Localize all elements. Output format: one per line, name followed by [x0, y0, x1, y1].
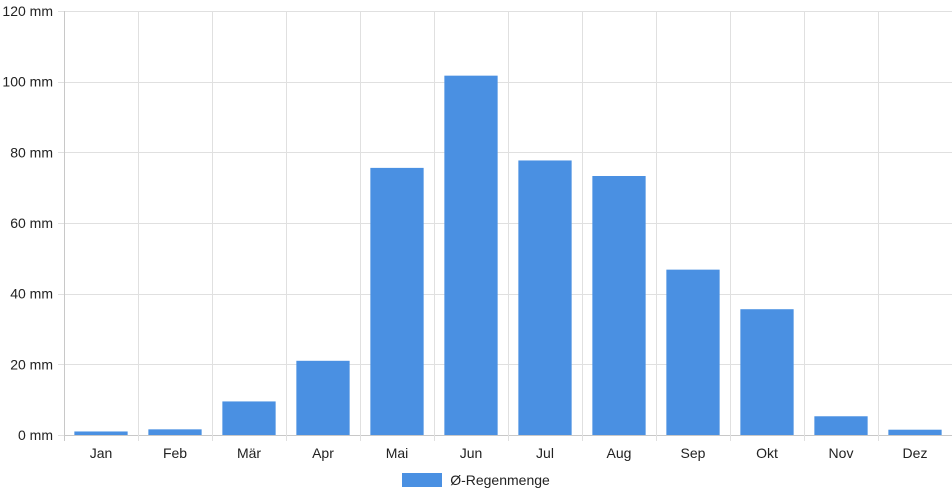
- bar-Feb: [148, 429, 202, 435]
- y-tick-label: 20 mm: [10, 356, 53, 372]
- y-tick-label: 40 mm: [10, 286, 53, 302]
- x-axis-tick-labels: Jan Feb Mär Apr Mai Jun Jul Aug Sep Okt Nov Dez: [90, 445, 928, 461]
- legend: Ø-Regenmenge: [0, 472, 952, 488]
- x-tick-label: Nov: [829, 445, 854, 461]
- x-tick-label: Mai: [386, 445, 409, 461]
- x-tick-label: Mär: [237, 445, 261, 461]
- y-tick-label: 0 mm: [18, 427, 53, 443]
- y-axis-tick-labels: 0 mm 20 mm 40 mm 60 mm 80 mm 100 mm 120 mm: [2, 3, 53, 443]
- bar-Jul: [518, 160, 572, 435]
- y-tick-label: 100 mm: [2, 74, 53, 90]
- bar-Jan: [74, 431, 128, 435]
- bar-Dez: [888, 429, 942, 435]
- bar-Sep: [666, 269, 720, 435]
- x-tick-label: Dez: [903, 445, 928, 461]
- x-tick-label: Okt: [756, 445, 778, 461]
- x-tick-label: Sep: [681, 445, 706, 461]
- legend-swatch: [402, 473, 443, 487]
- y-tick-label: 80 mm: [10, 144, 53, 160]
- bar-Apr: [296, 360, 350, 435]
- x-tick-label: Jan: [90, 445, 113, 461]
- x-tick-label: Jul: [536, 445, 554, 461]
- legend-label: Ø-Regenmenge: [450, 472, 550, 488]
- bar-Okt: [740, 309, 794, 435]
- bar-Jun: [444, 75, 498, 435]
- x-tick-label: Apr: [312, 445, 334, 461]
- grid-lines: [58, 11, 952, 441]
- x-tick-label: Feb: [163, 445, 187, 461]
- x-tick-label: Aug: [607, 445, 632, 461]
- bars: [74, 75, 942, 436]
- bar-Aug: [592, 176, 646, 436]
- y-tick-label: 60 mm: [10, 215, 53, 231]
- bar-Nov: [814, 416, 868, 435]
- y-tick-label: 120 mm: [2, 3, 53, 19]
- x-tick-label: Jun: [460, 445, 483, 461]
- bar-Mai: [370, 167, 424, 435]
- bar-Mär: [222, 401, 276, 435]
